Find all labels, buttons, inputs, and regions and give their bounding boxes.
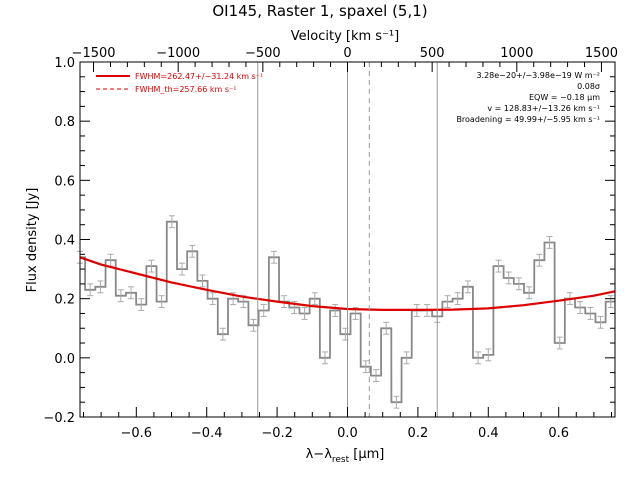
x-tick-label: 0.6 [548,426,569,441]
x-axis-label-main: λ−λ [306,447,333,462]
top-tick-label: 1000 [500,46,533,61]
vertical-lines [257,62,438,417]
annotation-velocity: v = 128.83+/−13.26 km s⁻¹ [487,104,600,113]
x-axis-label-sub: rest [332,455,350,465]
top-tick-label: −500 [245,46,281,61]
top-tick-label: 1500 [585,46,618,61]
top-tick-label: −1500 [72,46,116,61]
annotation-broadening: Broadening = 49.99+/−5.95 km s⁻¹ [456,115,600,124]
chart-title: OI145, Raster 1, spaxel (5,1) [212,2,427,20]
x-tick-label: −0.2 [261,426,293,441]
y-tick-label: 0.6 [54,174,75,189]
annotation-flux: 3.28e−20+/−3.98e−19 W m⁻² [476,71,600,80]
top-axis-label: Velocity [km s⁻¹] [291,29,399,44]
y-axis-label: Flux density [Jy] [25,188,40,293]
annotation-eqw: EQW = −0.18 μm [529,93,600,102]
legend-entry-fwhm: FWHM=262.47+/−31.24 km s⁻¹ [135,72,263,81]
top-tick-label: −1000 [156,46,200,61]
axis-ticks: −0.6 −0.4 −0.2 0.0 0.2 0.4 0.6 −0.2 0.0 0.2 0.4 0.6… [43,46,618,441]
legend-entry-fwhm-th: FWHM_th=257.66 km s⁻¹ [135,85,236,94]
y-tick-label: 0.8 [54,115,75,130]
x-tick-label: 0.2 [408,426,429,441]
top-tick-label: 0 [343,46,351,61]
y-tick-label: 0.2 [54,293,75,308]
y-tick-label: −0.2 [43,411,75,426]
y-tick-label: 1.0 [54,56,75,71]
x-tick-label: −0.4 [191,426,223,441]
top-tick-label: 500 [420,46,445,61]
histogram-layer [77,215,615,409]
x-axis-label-unit: [μm] [349,447,384,462]
x-axis-label: λ−λrest [μm] [306,447,385,465]
x-tick-label: 0.4 [478,426,499,441]
x-tick-label: −0.6 [121,426,153,441]
y-tick-label: 0.4 [54,234,75,249]
y-tick-label: 0.0 [54,352,75,367]
annotation-sigma: 0.08σ [577,82,600,91]
x-tick-label: 0.0 [337,426,358,441]
